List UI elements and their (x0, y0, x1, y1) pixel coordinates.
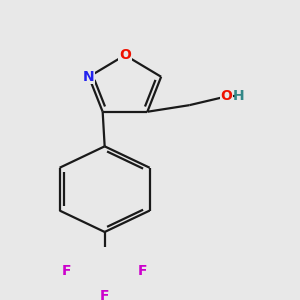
Text: N: N (83, 70, 95, 84)
Text: O: O (220, 89, 232, 103)
Text: F: F (138, 265, 147, 278)
Text: H: H (232, 89, 244, 103)
Text: F: F (62, 265, 71, 278)
Text: O: O (119, 48, 131, 62)
Text: F: F (100, 289, 110, 300)
